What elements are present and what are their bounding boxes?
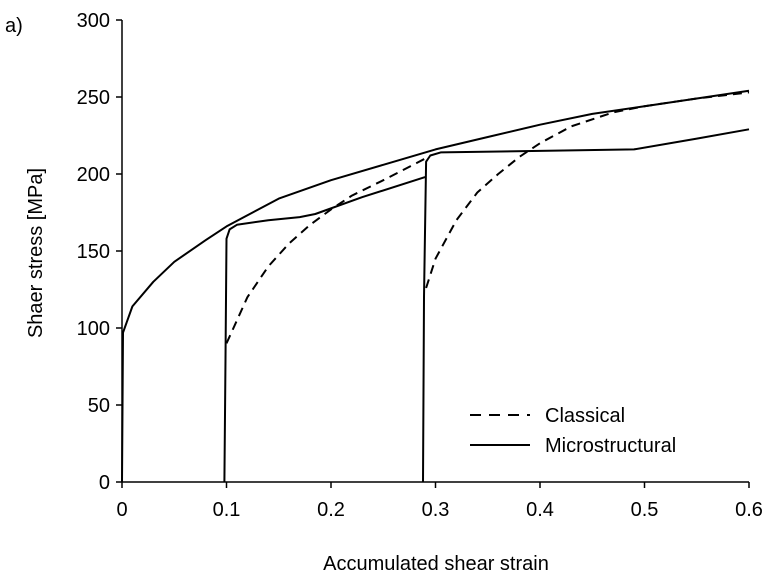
legend-label-microstructural: Microstructural <box>545 435 676 457</box>
plot-area <box>121 89 750 483</box>
x-axis: 0 0.1 0.2 0.3 0.4 0.5 0.6 <box>116 481 763 521</box>
x-tick-label: 0.4 <box>526 499 554 521</box>
panel-label: a) <box>5 15 23 37</box>
y-tick-label: 200 <box>77 164 110 186</box>
x-tick-label: 0.6 <box>735 499 763 521</box>
microstructural-curve-2 <box>223 176 426 483</box>
y-axis-title: Shaer stress [MPa] <box>25 168 47 338</box>
y-tick-label: 250 <box>77 87 110 109</box>
x-tick-label: 0.1 <box>213 499 241 521</box>
microstructural-curve-1 <box>121 89 750 483</box>
legend: Classical Microstructural <box>470 405 676 457</box>
y-axis: 0 50 100 150 200 250 300 <box>77 10 123 494</box>
y-tick-label: 50 <box>88 395 110 417</box>
legend-label-classical: Classical <box>545 405 625 427</box>
x-axis-title: Accumulated shear strain <box>323 553 549 575</box>
y-tick-label: 100 <box>77 318 110 340</box>
y-tick-label: 0 <box>99 472 110 494</box>
series-classical <box>225 91 750 344</box>
x-tick-label: 0.3 <box>422 499 450 521</box>
series-microstructural <box>121 89 750 483</box>
classical-curve-2 <box>425 91 750 289</box>
y-tick-label: 300 <box>77 10 110 32</box>
x-tick-label: 0.5 <box>631 499 659 521</box>
x-tick-label: 0 <box>116 499 127 521</box>
classical-curve-1 <box>225 157 426 344</box>
x-tick-label: 0.2 <box>317 499 345 521</box>
y-tick-label: 150 <box>77 241 110 263</box>
microstructural-curve-3 <box>422 128 750 483</box>
